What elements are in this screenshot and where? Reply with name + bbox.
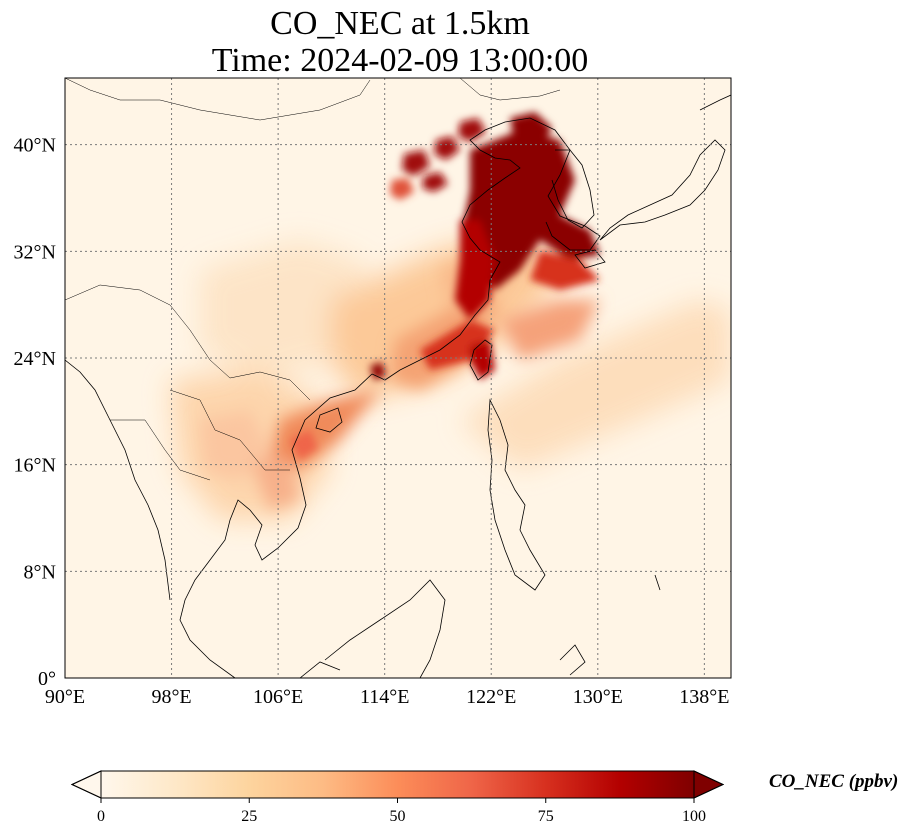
colorbar: 0 25 50 75 100 — [70, 770, 725, 825]
lon-tick-label: 114°E — [360, 686, 409, 708]
longitude-tick-labels: 90°E 98°E 106°E 114°E 122°E 130°E 138°E — [45, 686, 730, 708]
gridlines — [65, 78, 731, 678]
lat-tick-label: 8°N — [24, 561, 56, 583]
colorbar-extend-min — [70, 770, 102, 799]
lon-tick-label: 90°E — [45, 686, 85, 708]
lon-tick-label: 106°E — [253, 686, 303, 708]
colorbar-tick-label: 0 — [97, 808, 105, 825]
latitude-tick-labels: 0° 8°N 16°N 24°N 32°N 40°N — [14, 135, 56, 690]
co-concentration-field — [170, 112, 731, 520]
lon-tick-label: 98°E — [151, 686, 191, 708]
colorbar-tick-label: 50 — [390, 808, 406, 825]
lat-tick-label: 16°N — [14, 455, 56, 477]
chart-title-line1: CO_NEC at 1.5km — [270, 5, 530, 42]
colorbar-gradient — [101, 771, 694, 798]
colorbar-tick-label: 25 — [241, 808, 257, 825]
lat-tick-label: 0° — [38, 668, 56, 690]
lat-tick-label: 32°N — [14, 241, 56, 263]
lon-tick-label: 130°E — [573, 686, 623, 708]
map-frame — [64, 77, 732, 679]
colorbar-label: CO_NEC (ppbv) — [769, 771, 899, 792]
lat-tick-label: 40°N — [14, 135, 56, 157]
colorbar-extend-max — [693, 770, 725, 799]
colorbar-tick-label: 75 — [538, 808, 554, 825]
lon-tick-label: 122°E — [466, 686, 516, 708]
colorbar-tick-label: 100 — [682, 808, 706, 825]
lon-tick-label: 138°E — [679, 686, 729, 708]
lat-tick-label: 24°N — [14, 348, 56, 370]
chart-title-line2: Time: 2024-02-09 13:00:00 — [211, 42, 589, 79]
